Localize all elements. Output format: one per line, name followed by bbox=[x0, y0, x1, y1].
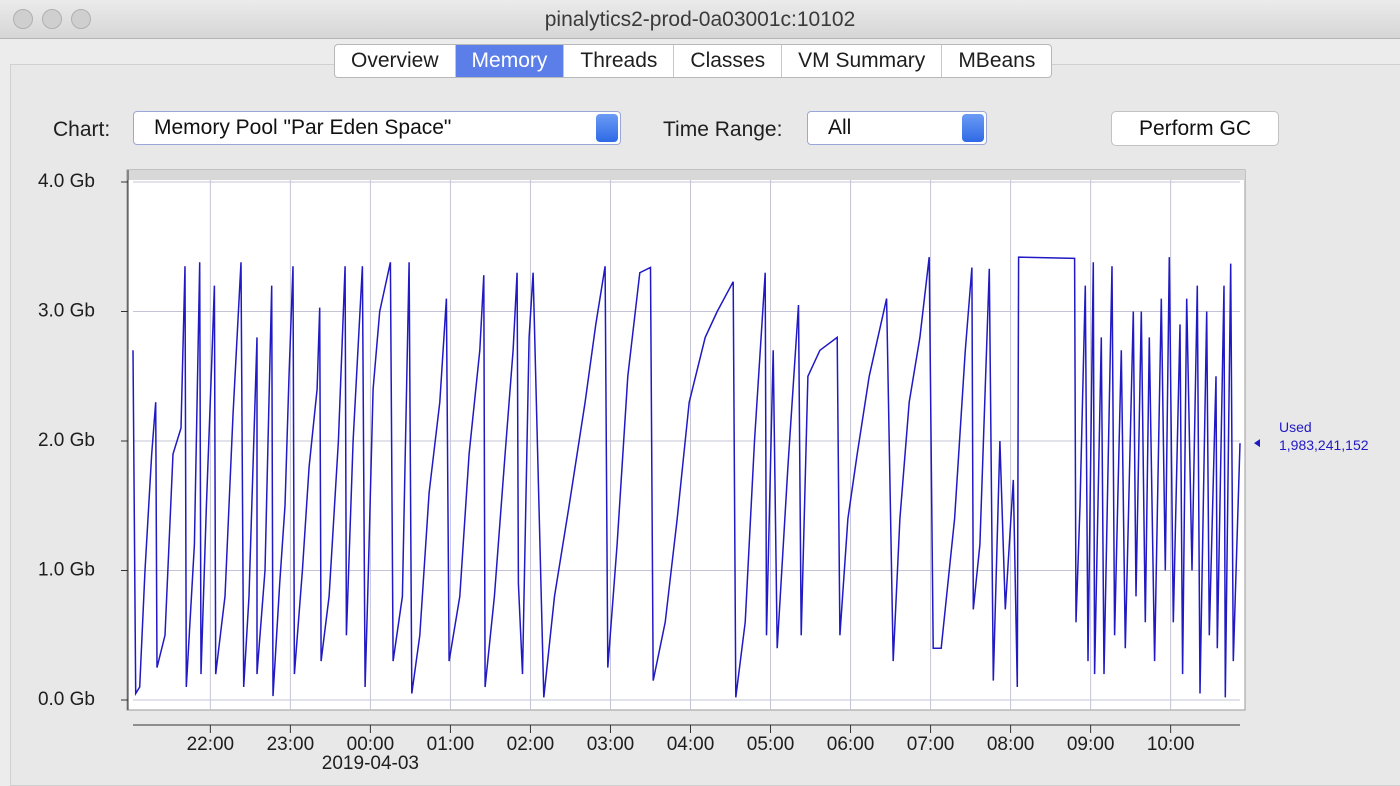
tab[interactable]: Classes bbox=[673, 45, 781, 77]
x-tick-label: 07:00 bbox=[907, 734, 955, 755]
time-range-value: All bbox=[828, 116, 852, 139]
legend-label: Used bbox=[1279, 419, 1312, 435]
zoom-button[interactable] bbox=[71, 9, 91, 29]
minimize-button[interactable] bbox=[42, 9, 62, 29]
tab[interactable]: MBeans bbox=[941, 45, 1051, 77]
tab[interactable]: Overview bbox=[351, 49, 439, 72]
y-tick-label: 4.0 Gb bbox=[38, 171, 95, 192]
chart-select[interactable]: Memory Pool "Par Eden Space" bbox=[133, 111, 621, 145]
x-tick-label: 02:00 bbox=[507, 734, 555, 755]
window-title: pinalytics2-prod-0a03001c:10102 bbox=[544, 8, 856, 31]
x-date-label: 2019-04-03 bbox=[322, 753, 419, 774]
tab-bar: Overview Memory Threads Classes VM Summary MB… bbox=[334, 44, 1053, 78]
x-tick-label: 09:00 bbox=[1067, 734, 1115, 755]
x-tick-label: 22:00 bbox=[187, 734, 235, 755]
x-tick-label: 05:00 bbox=[747, 734, 795, 755]
x-tick-label: 00:00 bbox=[347, 734, 395, 755]
select-stepper bbox=[596, 114, 618, 142]
plot-top-band bbox=[127, 170, 1245, 180]
chart-label: Chart: bbox=[53, 118, 111, 141]
current-marker bbox=[1254, 439, 1260, 448]
tab[interactable]: Memory bbox=[454, 45, 564, 77]
y-tick-label: 2.0 Gb bbox=[38, 430, 95, 451]
x-tick-label: 01:00 bbox=[427, 734, 475, 755]
y-tick-label: 3.0 Gb bbox=[38, 301, 95, 322]
x-tick-label: 03:00 bbox=[587, 734, 635, 755]
perform-gc-button[interactable]: Perform GC bbox=[1111, 111, 1279, 146]
current-value-label: 1,983,241,152 bbox=[1279, 437, 1369, 453]
close-button[interactable] bbox=[13, 9, 33, 29]
x-tick-label: 06:00 bbox=[827, 734, 875, 755]
x-tick-label: 10:00 bbox=[1147, 734, 1195, 755]
y-tick-label: 0.0 Gb bbox=[38, 689, 95, 710]
tab[interactable]: VM Summary bbox=[781, 45, 941, 77]
time-range-select[interactable]: All bbox=[807, 111, 987, 145]
chart-select-value: Memory Pool "Par Eden Space" bbox=[154, 116, 452, 139]
x-tick-label: 23:00 bbox=[267, 734, 315, 755]
x-tick-label: 04:00 bbox=[667, 734, 715, 755]
select-stepper bbox=[962, 114, 984, 142]
y-tick-label: 1.0 Gb bbox=[38, 560, 95, 581]
x-tick-label: 08:00 bbox=[987, 734, 1035, 755]
time-range-label: Time Range: bbox=[663, 118, 783, 141]
title-bar bbox=[0, 0, 1400, 39]
data-line bbox=[132, 256, 1241, 698]
tab[interactable]: Threads bbox=[563, 45, 673, 77]
